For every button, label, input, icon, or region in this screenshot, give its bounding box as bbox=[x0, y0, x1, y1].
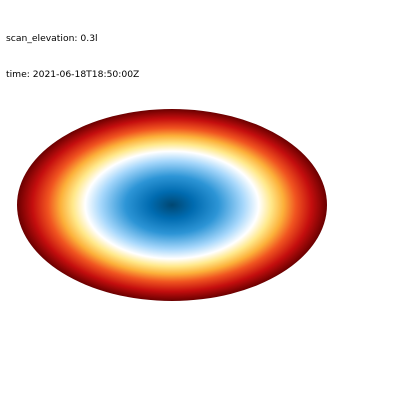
plot-header: scan_elevation: 0.3l time: 2021-06-18T18… bbox=[6, 9, 139, 93]
time-label: time: 2021-06-18T18:50:00Z bbox=[6, 69, 140, 80]
scan-elevation-label: scan_elevation: 0.3l bbox=[6, 33, 98, 44]
radar-field-ellipse bbox=[17, 109, 327, 301]
